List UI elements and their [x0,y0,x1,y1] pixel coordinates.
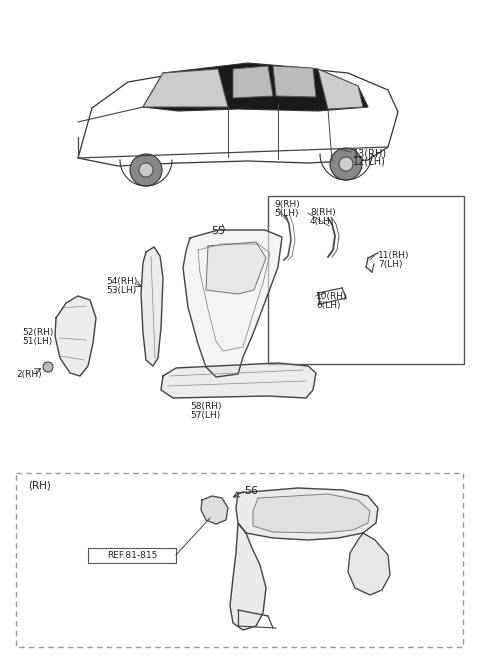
Polygon shape [233,66,273,98]
Text: 55: 55 [211,226,225,236]
Polygon shape [183,230,282,377]
Polygon shape [141,247,163,366]
Polygon shape [348,533,390,595]
Text: 58(RH): 58(RH) [190,402,221,411]
Text: 9(RH): 9(RH) [274,200,300,209]
Polygon shape [143,63,368,111]
Text: 2(RH): 2(RH) [16,370,42,379]
Text: 12(LH): 12(LH) [353,157,386,167]
Polygon shape [273,66,316,97]
Polygon shape [206,242,266,294]
Polygon shape [143,69,228,107]
Text: 10(RH): 10(RH) [316,292,348,301]
Text: 4(LH): 4(LH) [310,217,335,226]
Bar [88,548,176,563]
Text: 57(LH): 57(LH) [190,411,220,420]
Polygon shape [55,296,96,376]
Circle shape [330,148,362,180]
Text: 56: 56 [244,486,258,496]
Text: (RH): (RH) [28,480,51,490]
Text: 5(LH): 5(LH) [274,209,299,218]
Polygon shape [201,496,228,524]
Text: 6(LH): 6(LH) [316,301,340,310]
Text: 51(LH): 51(LH) [22,337,52,346]
Circle shape [139,163,153,177]
Text: 11(RH): 11(RH) [378,251,409,260]
Polygon shape [230,523,266,630]
Circle shape [130,154,162,186]
Text: REF.81-815: REF.81-815 [107,550,157,560]
Text: 53(LH): 53(LH) [106,286,136,295]
Text: 13(RH): 13(RH) [353,148,387,158]
Polygon shape [161,363,316,398]
Text: 54(RH): 54(RH) [106,277,137,286]
Text: 7(LH): 7(LH) [378,260,403,269]
Circle shape [43,362,53,372]
Polygon shape [318,69,363,109]
Polygon shape [236,488,378,540]
Text: 52(RH): 52(RH) [22,328,53,337]
Text: 8(RH): 8(RH) [310,208,336,217]
Bar [268,196,464,364]
Circle shape [339,157,353,171]
Polygon shape [253,494,370,533]
